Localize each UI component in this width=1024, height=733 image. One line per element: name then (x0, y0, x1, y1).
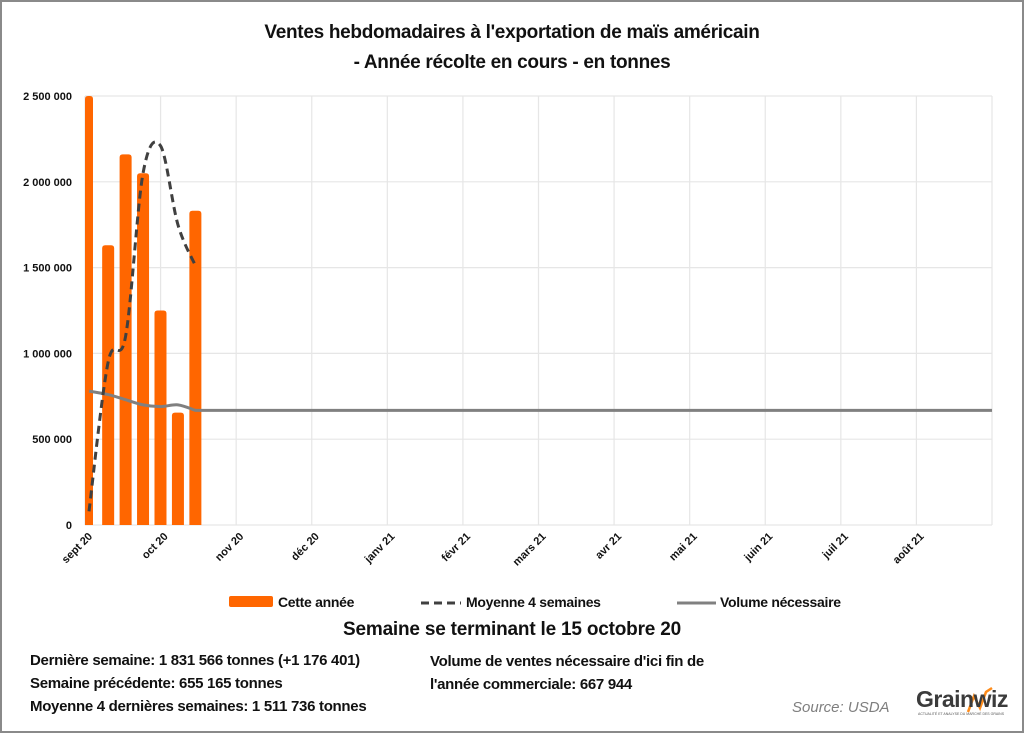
logo-tagline: ACTUALITÉ ET ANALYSE DU MARCHÉ DES GRAIN… (918, 712, 1005, 716)
y-tick-label: 500 000 (32, 434, 72, 446)
x-tick-label: juil 21 (820, 531, 851, 562)
y-tick-label: 1 500 000 (23, 263, 72, 275)
bar (85, 96, 93, 525)
bar (171, 412, 184, 525)
legend-item-volume: Volume nécessaire (720, 594, 841, 610)
x-tick-label: févr 21 (439, 531, 473, 565)
x-tick-label: janv 21 (362, 531, 398, 567)
stat-needed-line2: l'année commerciale: 667 944 (430, 676, 632, 693)
stat-avg-4-weeks: Moyenne 4 dernières semaines: 1 511 736 … (30, 698, 367, 715)
bar (189, 210, 202, 525)
x-tick-label: juin 21 (742, 531, 776, 565)
y-tick-label: 0 (66, 520, 72, 532)
logo-arrow-icon: Grainwiz (916, 686, 1008, 713)
x-tick-label: mars 21 (511, 531, 549, 569)
x-tick-label: nov 20 (213, 531, 246, 564)
stat-needed-line1: Volume de ventes nécessaire d'ici fin de (430, 653, 704, 670)
x-tick-label: mai 21 (667, 531, 700, 564)
x-tick-label: août 21 (891, 531, 927, 567)
x-axis-ticks: sept 20 oct 20 nov 20 déc 20 janv 21 févr 21 m… (60, 531, 927, 569)
line-moyenne-4-semaines (87, 140, 197, 512)
y-tick-label: 2 500 000 (23, 91, 72, 103)
y-tick-label: 1 000 000 (23, 348, 72, 360)
x-tick-label: sept 20 (60, 531, 95, 566)
legend-marks (229, 596, 716, 607)
legend-item-cette-annee: Cette année (278, 594, 355, 610)
bar (102, 245, 115, 526)
x-tick-label: déc 20 (289, 531, 322, 564)
grainwiz-logo: Grainwiz ACTUALITÉ ET ANALYSE DU MARCHÉ … (916, 684, 1011, 724)
y-axis-ticks: 0 500 000 1 000 000 1 500 000 2 000 000 2 500… (23, 91, 72, 532)
source-label: Source: USDA (792, 699, 890, 716)
stat-last-week: Dernière semaine: 1 831 566 tonnes (+1 1… (30, 652, 360, 669)
lines (87, 140, 992, 512)
bars-cette-annee (85, 96, 202, 526)
grid (84, 95, 993, 526)
logo-wordmark: Grainwiz (916, 686, 1008, 712)
chart-subtitle: - Année récolte en cours - en tonnes (353, 52, 671, 73)
line-volume-necessaire (88, 389, 992, 412)
x-tick-label: avr 21 (593, 531, 624, 562)
week-heading: Semaine se terminant le 15 octobre 20 (343, 619, 681, 640)
bar (154, 310, 167, 525)
stat-previous-week: Semaine précédente: 655 165 tonnes (30, 675, 283, 692)
bar (137, 173, 150, 525)
legend-item-moyenne: Moyenne 4 semaines (466, 594, 601, 610)
y-tick-label: 2 000 000 (23, 177, 72, 189)
chart-title: Ventes hebdomadaires à l'exportation de … (264, 22, 760, 43)
legend-swatch-cette-annee (229, 596, 273, 607)
x-tick-label: oct 20 (140, 531, 171, 562)
